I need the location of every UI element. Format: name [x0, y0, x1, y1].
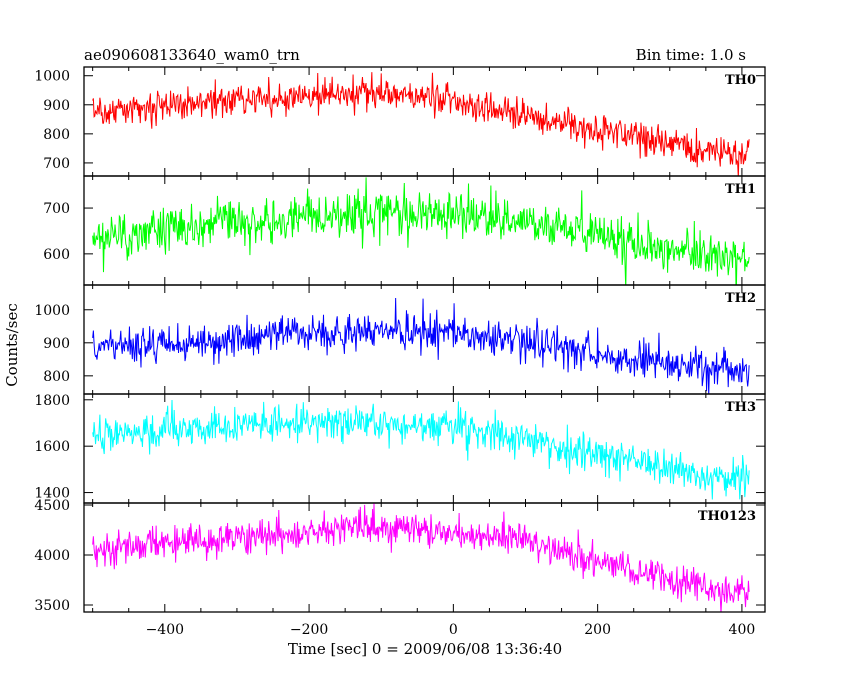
y-tick-label: 1000 [34, 303, 70, 319]
series-line-th1 [92, 177, 750, 285]
x-tick-label: 400 [729, 622, 756, 638]
panel-th0: TH0 700 800 900 1000 [34, 66, 766, 177]
y-tick-label: 4500 [34, 498, 70, 514]
y-tick-label: 900 [43, 98, 70, 114]
chart-title: ae090608133640_wam0_trn [84, 46, 300, 64]
band-label-th0: TH0 [725, 73, 756, 88]
x-tick-label: 200 [584, 622, 611, 638]
panel-th2: TH2 800 900 1000 [34, 284, 766, 395]
y-tick-label: 800 [43, 369, 70, 385]
y-tick-label: 1400 [34, 486, 70, 502]
x-axis-title: Time [sec] 0 = 2009/06/08 13:36:40 [288, 640, 562, 658]
bin-time-label: Bin time: 1.0 s [636, 46, 746, 64]
series-line-th0 [92, 72, 750, 176]
panel-th3: TH3 1400 1600 1800 [34, 393, 766, 504]
x-axis: −400 −200 0 200 400 [146, 622, 756, 638]
band-label-th1: TH1 [725, 182, 756, 197]
panel-frame [83, 393, 766, 504]
x-tick-label: −200 [290, 622, 328, 638]
y-tick-label: 1000 [34, 69, 70, 85]
series-line-th0123 [92, 503, 750, 612]
panel-th1: TH1 600 700 [43, 175, 766, 286]
x-tick-label: −400 [146, 622, 184, 638]
band-label-th2: TH2 [725, 291, 756, 306]
y-tick-label: 700 [43, 201, 70, 217]
y-tick-label: 3500 [34, 598, 70, 614]
y-tick-label: 700 [43, 156, 70, 172]
y-tick-label: 1600 [34, 439, 70, 455]
panel-frame [83, 502, 766, 613]
y-tick-label: 1800 [34, 393, 70, 409]
y-tick-label: 900 [43, 336, 70, 352]
panel-frame [83, 66, 766, 177]
y-tick-label: 800 [43, 127, 70, 143]
y-tick-label: 4000 [34, 548, 70, 564]
x-tick-label: 0 [449, 622, 458, 638]
series-line-th2 [92, 298, 750, 394]
panels-group: TH07008009001000TH1600700TH28009001000TH… [34, 66, 766, 614]
panel-th0123: TH0123 3500 4000 4500 [34, 498, 766, 614]
band-label-th3: TH3 [725, 400, 756, 415]
y-axis-title: Counts/sec [3, 303, 21, 387]
y-tick-label: 600 [43, 247, 70, 263]
series-line-th3 [92, 399, 750, 500]
band-label-th0123: TH0123 [698, 509, 756, 524]
